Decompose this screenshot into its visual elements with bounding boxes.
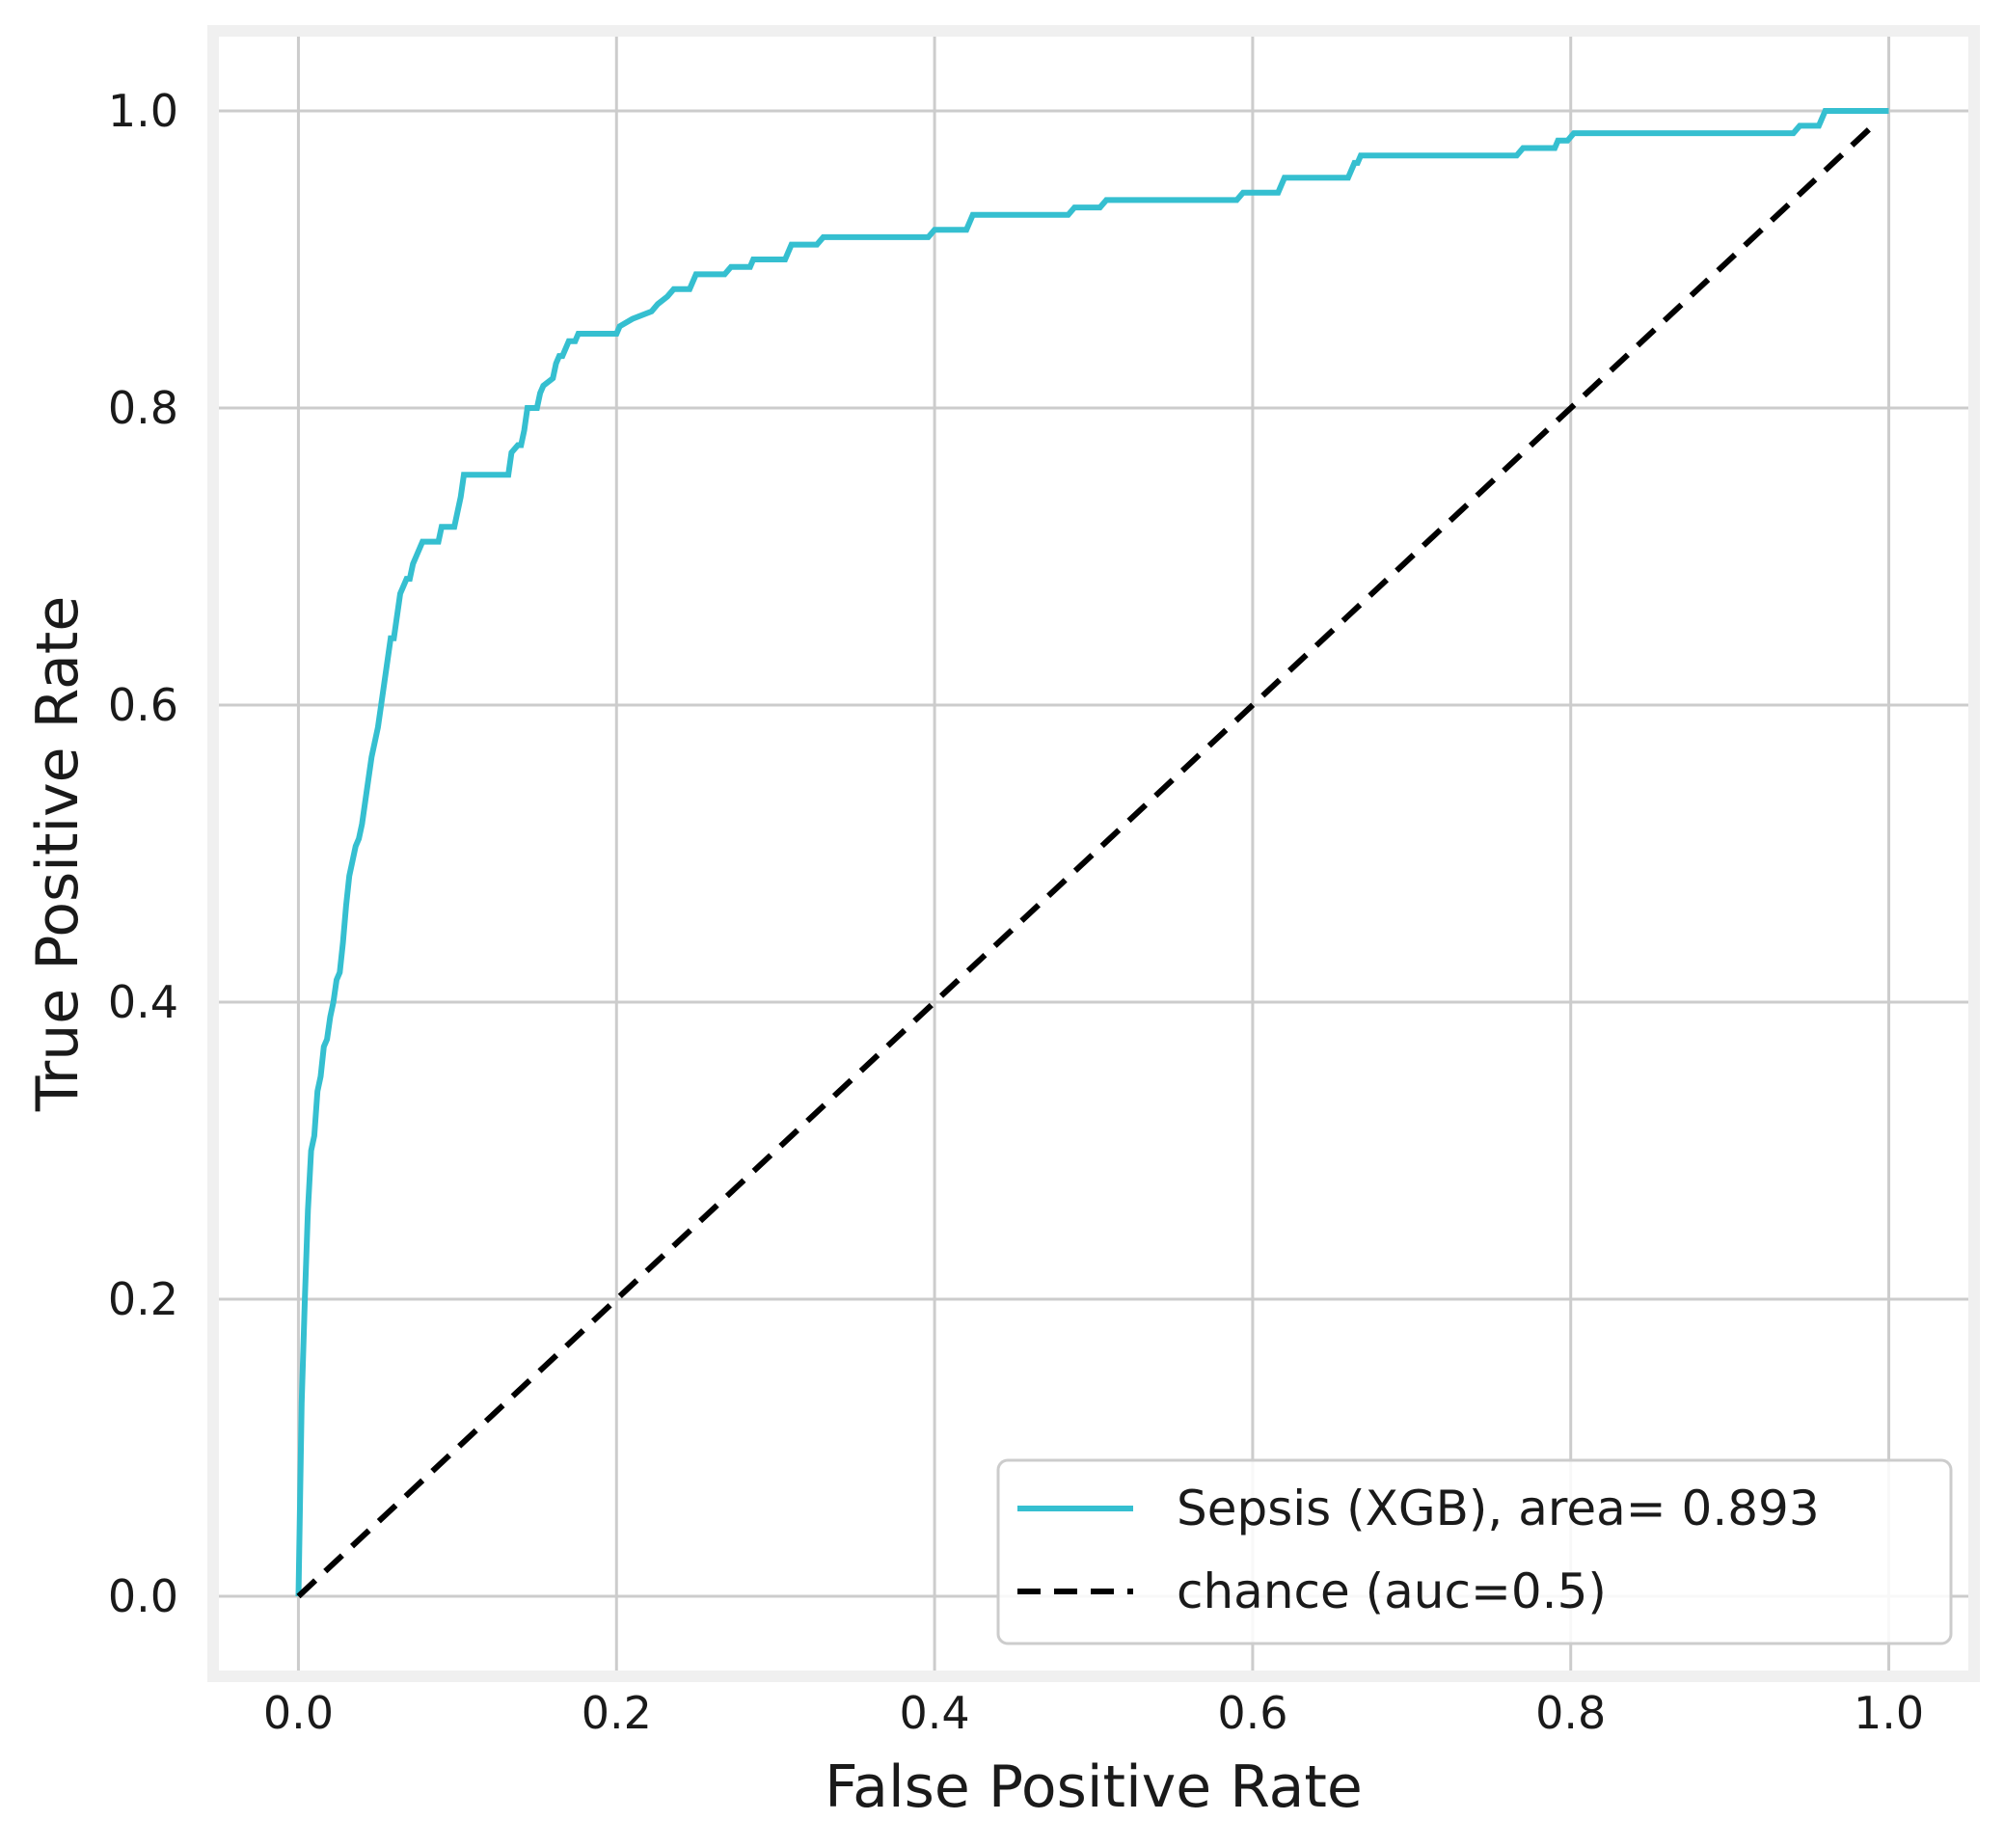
y-tick-label-2: 0.4 xyxy=(108,976,178,1028)
y-axis-label: True Positive Rate xyxy=(24,596,92,1112)
y-tick-label-4: 0.8 xyxy=(108,382,178,434)
series-line-chance xyxy=(296,123,1876,1599)
x-tick-label-1: 0.2 xyxy=(582,1687,652,1739)
x-tick-label-4: 0.8 xyxy=(1535,1687,1606,1739)
y-tick-label-1: 0.2 xyxy=(108,1273,178,1325)
x-tick-label-0: 0.0 xyxy=(263,1687,334,1739)
y-tick-label-5: 1.0 xyxy=(108,85,178,137)
legend-label-sepsis: Sepsis (XGB), area= 0.893 xyxy=(1177,1481,1820,1536)
gridlines xyxy=(219,37,1968,1671)
legend-box xyxy=(996,1458,1953,1645)
y-tick-label-0: 0.0 xyxy=(108,1570,178,1622)
legend-label-chance: chance (auc=0.5) xyxy=(1177,1563,1607,1619)
x-tick-label-5: 1.0 xyxy=(1854,1687,1924,1739)
series-lines xyxy=(295,108,1889,1599)
x-tick-label-2: 0.4 xyxy=(900,1687,970,1739)
y-tick-label-3: 0.6 xyxy=(108,679,178,731)
x-tick-label-3: 0.6 xyxy=(1217,1687,1287,1739)
legend: Sepsis (XGB), area= 0.893 chance (auc=0.… xyxy=(996,1458,1953,1645)
tick-labels: 0.0 0.2 0.4 0.6 0.8 1.0 0.0 0.2 0.4 0.6 0.8 1.0 xyxy=(108,85,1924,1739)
series-line-sepsis xyxy=(295,108,1889,1597)
x-axis-label: False Positive Rate xyxy=(825,1753,1363,1821)
